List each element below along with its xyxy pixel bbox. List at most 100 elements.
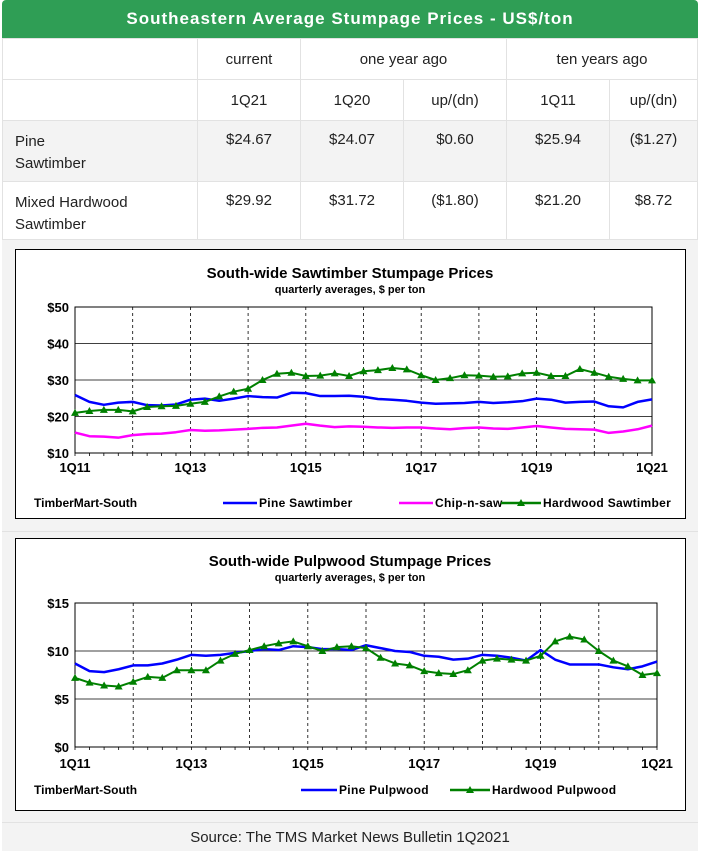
data-point [143,403,152,411]
source-label: TimberMart-South [34,496,137,510]
data-point [114,405,123,413]
data-point [71,408,79,416]
subheader-cell: up/(dn) [609,79,698,121]
data-point [85,407,94,415]
page-title: Southeastern Average Stumpage Prices - U… [2,0,698,38]
row-label: Pine Sawtimber [2,120,198,182]
table-cell: $21.20 [506,181,610,243]
data-point [653,669,661,677]
data-point [274,639,283,647]
data-point [100,681,109,689]
x-tick-label: 1Q13 [174,460,206,475]
data-point [245,646,254,654]
y-tick-label: $5 [55,692,69,707]
data-point [318,647,327,654]
data-point [604,372,613,380]
chart-subtitle: quarterly averages, $ per ton [275,284,426,296]
data-point [272,369,281,377]
data-point [609,656,618,664]
data-point [575,365,584,373]
table-cell: $8.72 [609,181,698,243]
subheader-cell: up/(dn) [403,79,507,121]
pulpwood-chart-panel: South-wide Pulpwood Stumpage Prices quart… [2,531,698,823]
pulpwood-chart: South-wide Pulpwood Stumpage Prices quart… [15,538,686,811]
data-point [260,642,269,650]
table-subheader-row: 1Q21 1Q20 up/(dn) 1Q11 up/(dn) [2,79,698,121]
pulpwood-chart-svg: South-wide Pulpwood Stumpage Prices quart… [34,553,673,797]
chart-title: South-wide Pulpwood Stumpage Prices [209,553,492,570]
data-point [474,371,483,379]
data-point [536,651,545,659]
data-point [229,387,238,395]
data-point [405,661,414,669]
data-point [303,642,312,650]
data-point [99,405,108,413]
data-point [446,374,455,382]
data-point [633,376,642,384]
data-point [172,666,181,674]
sawtimber-chart-svg: South-wide Sawtimber Stumpage Prices quar… [34,265,671,510]
data-point [565,632,574,640]
legend-label: Pine Pulpwood [339,783,429,797]
row-label: Mixed Hardwood Sawtimber [2,181,198,243]
y-tick-label: $40 [47,337,69,352]
table-cell: $24.07 [300,120,404,182]
group-current: current [197,38,301,80]
data-point [431,376,440,383]
x-tick-label: 1Q13 [175,756,207,771]
y-tick-label: $20 [47,410,69,425]
data-point [332,643,341,651]
data-point [289,637,298,645]
data-point [434,669,443,677]
price-table: current one year ago ten years ago 1Q21 … [2,38,698,243]
table-cell: ($1.27) [609,120,698,182]
data-point [143,672,152,680]
subheader-cell: 1Q11 [506,79,610,121]
table-cell: $29.92 [197,181,301,243]
data-point [532,368,541,376]
data-point [376,653,385,661]
y-tick-label: $10 [47,644,69,659]
source-footer: Source: The TMS Market News Bulletin 1Q2… [2,822,698,851]
data-point [489,372,498,380]
data-point [561,371,570,379]
data-point [359,367,368,375]
legend-marker [466,786,474,793]
data-point [158,673,167,681]
table-cell: ($1.80) [403,181,507,243]
y-tick-label: $0 [55,740,69,755]
x-tick-label: 1Q15 [290,460,322,475]
data-point [449,670,458,678]
data-point [362,644,370,652]
legend-label: Hardwood Pulpwood [492,783,616,797]
sawtimber-chart: South-wide Sawtimber Stumpage Prices quar… [15,249,686,519]
x-tick-label: 1Q17 [405,460,437,475]
group-one-year-ago: one year ago [300,38,507,80]
x-tick-label: 1Q21 [641,756,673,771]
data-point [648,376,656,384]
data-point [402,365,411,373]
data-point [85,678,94,686]
x-tick-label: 1Q11 [59,460,90,475]
table-cell: $0.60 [403,120,507,182]
data-point [478,656,487,664]
data-point [187,666,196,674]
x-tick-label: 1Q15 [292,756,324,771]
data-point [128,407,137,415]
table-cell: $25.94 [506,120,610,182]
data-point [186,399,195,407]
data-point [215,392,224,400]
table-corner-cell [2,38,198,80]
data-point [460,371,469,379]
data-point [619,374,628,382]
y-tick-label: $15 [47,596,69,611]
data-point [417,371,426,379]
y-tick-label: $10 [47,446,69,461]
data-point [287,368,296,376]
y-tick-label: $50 [47,300,69,315]
data-point [623,662,632,670]
data-point [114,682,123,690]
data-point [638,671,647,678]
data-point [201,666,210,674]
data-point [244,384,253,392]
